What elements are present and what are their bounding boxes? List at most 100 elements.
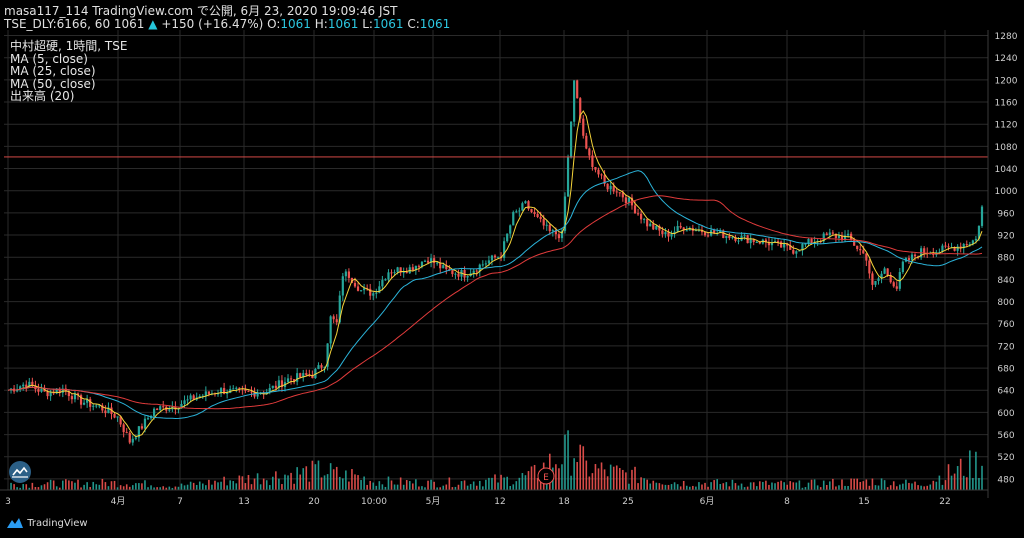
volume-bar <box>713 480 715 490</box>
legend-ma25[interactable]: MA (25, close) <box>10 64 96 78</box>
legend-title[interactable]: 中村超硬, 1時間, TSE <box>10 39 128 53</box>
candle-body <box>113 414 116 418</box>
candle-body <box>31 381 34 386</box>
candle-body <box>910 254 914 261</box>
candle-body <box>895 286 898 289</box>
candle-body <box>426 260 430 263</box>
candle-body <box>615 191 618 193</box>
candle-body <box>92 405 95 407</box>
volume-bar <box>104 482 107 490</box>
volume-bar <box>186 484 189 490</box>
volume-bar <box>369 480 372 490</box>
candle-body <box>776 241 780 243</box>
candle-body <box>734 237 737 241</box>
volume-bar <box>953 473 956 490</box>
candle-body <box>576 80 579 99</box>
volume-bar <box>728 486 731 490</box>
price-tick-label: 1160 <box>995 99 1018 109</box>
volume-bar <box>740 483 743 490</box>
legend-ma5[interactable]: MA (5, close) <box>10 51 88 66</box>
volume-bar <box>759 481 761 490</box>
candle-body <box>250 391 253 393</box>
price-tick-label: 480 <box>997 475 1014 485</box>
volume-bars <box>10 430 983 490</box>
footer-bar <box>0 512 1024 538</box>
volume-bar <box>649 483 652 490</box>
time-tick-label: 7 <box>177 497 183 507</box>
volume-bar <box>262 478 265 490</box>
candle-body <box>789 245 792 250</box>
candle-body <box>496 256 500 258</box>
volume-bar <box>969 450 971 490</box>
volume-bar <box>600 462 603 490</box>
volume-bar <box>603 469 606 490</box>
volume-bar <box>515 481 518 490</box>
volume-bar <box>935 481 938 490</box>
candle-body <box>271 385 274 388</box>
candle-body <box>804 243 807 245</box>
candle-body <box>393 272 396 274</box>
up-arrow-icon: ▲ <box>148 17 158 31</box>
candle-body <box>286 378 290 383</box>
tradingview-corner-icon[interactable] <box>8 460 32 488</box>
time-tick-label: 6月 <box>700 496 715 507</box>
volume-bar <box>853 478 855 490</box>
candle-body <box>28 381 31 388</box>
volume-bar <box>594 464 597 490</box>
candle-body <box>633 205 637 214</box>
volume-bar <box>153 487 155 490</box>
chart-background <box>0 0 1024 512</box>
candle-body <box>700 229 704 233</box>
volume-bar <box>180 483 183 490</box>
candle-body <box>673 231 676 234</box>
volume-bar <box>293 483 295 490</box>
candle-body <box>329 316 332 344</box>
volume-bar <box>125 484 128 490</box>
ma25-line <box>7 170 983 420</box>
volume-bar <box>749 482 752 490</box>
volume-bar <box>667 484 670 490</box>
volume-bar <box>911 483 913 490</box>
volume-bar <box>13 484 15 490</box>
candle-body <box>828 232 831 236</box>
price-tick-label: 800 <box>997 298 1014 308</box>
candle-body <box>253 392 256 397</box>
volume-bar <box>482 486 484 490</box>
candle-body <box>311 375 314 379</box>
volume-bar <box>229 480 231 490</box>
candle-body <box>223 388 226 394</box>
volume-bar <box>241 476 244 490</box>
volume-bar <box>777 481 779 490</box>
volume-bar <box>856 478 859 490</box>
volume-bar <box>284 474 286 490</box>
volume-bar <box>202 483 204 490</box>
candle-body <box>463 270 466 278</box>
legend-ma50[interactable]: MA (50, close) <box>10 76 96 91</box>
volume-bar <box>883 480 886 490</box>
volume-bar <box>695 486 697 490</box>
volume-bar <box>141 483 143 490</box>
candle-body <box>411 267 414 271</box>
candle-body <box>530 209 533 213</box>
candle-body <box>429 258 433 263</box>
volume-bar <box>871 478 874 490</box>
volume-bar <box>430 479 432 490</box>
volume-bar <box>390 480 393 490</box>
candle-body <box>579 98 582 119</box>
volume-bar <box>838 485 840 490</box>
candle-body <box>19 386 22 390</box>
candle-body <box>168 409 171 411</box>
volume-bar <box>582 446 585 490</box>
volume-bar <box>786 484 788 490</box>
legend-volume[interactable]: 出来高 (20) <box>10 89 75 103</box>
time-tick-label: 22 <box>939 497 950 507</box>
candle-body <box>783 243 786 248</box>
volume-bar <box>192 482 195 490</box>
volume-bar <box>807 482 810 490</box>
candle-body <box>119 416 122 425</box>
price-chart[interactable]: 1061 48052056060064068072076080084088092… <box>0 0 1024 512</box>
volume-bar <box>972 478 974 490</box>
candle-body <box>932 253 935 255</box>
tradingview-logo[interactable]: TradingView <box>6 516 88 530</box>
volume-bar <box>131 485 134 490</box>
